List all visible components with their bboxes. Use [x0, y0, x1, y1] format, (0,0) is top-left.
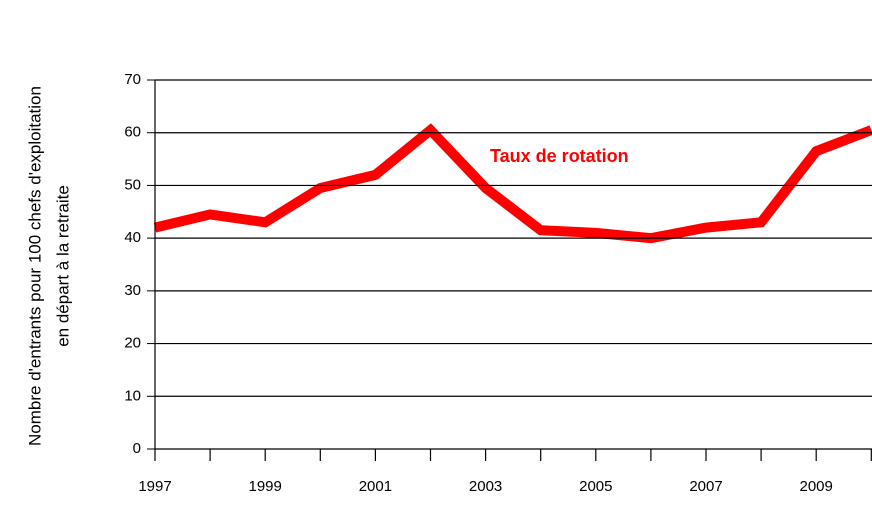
- x-tick-label: 2009: [800, 478, 833, 495]
- y-tick-label: 20: [124, 335, 141, 352]
- y-tick-label: 40: [124, 229, 141, 246]
- x-tick-label: 2005: [579, 478, 612, 495]
- y-tick-label: 10: [124, 387, 141, 404]
- data-line: [153, 123, 872, 244]
- annotation: Taux de rotation: [490, 146, 629, 166]
- y-tick-label: 70: [124, 71, 141, 88]
- y-tick-label: 0: [133, 440, 141, 457]
- y-tick-label: 60: [124, 124, 141, 141]
- x-tick-label: 1997: [138, 478, 171, 495]
- x-tick-label: 1999: [249, 478, 282, 495]
- y-tick-label: 30: [124, 282, 141, 299]
- x-tick-label: 2003: [469, 478, 502, 495]
- y-axis-label: en départ à la retraite: [53, 185, 72, 347]
- x-tick-label: 2007: [689, 478, 722, 495]
- x-tick-label: 2001: [359, 478, 392, 495]
- y-tick-label: 50: [124, 176, 141, 193]
- y-axis-label: Nombre d'entrants pour 100 chefs d'explo…: [25, 86, 44, 446]
